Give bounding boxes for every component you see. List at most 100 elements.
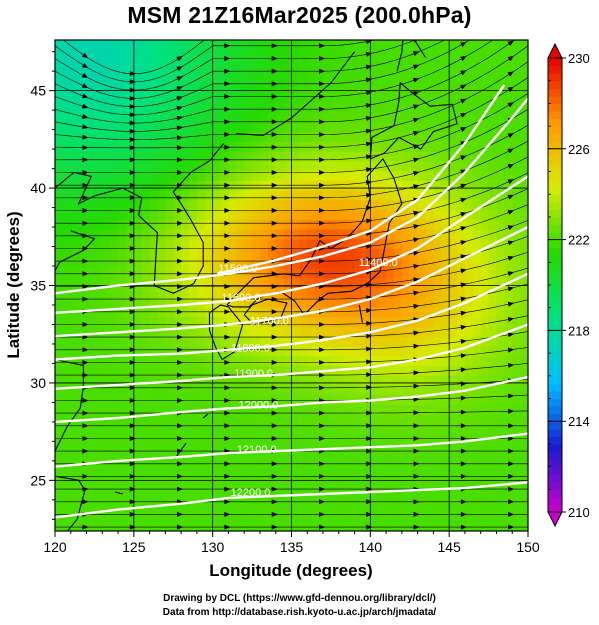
heat-cell [401,521,411,531]
heat-cell [512,180,521,191]
heat-cell [236,248,245,259]
heat-cell [55,443,64,454]
heat-cell [496,63,505,74]
heat-cell [449,492,458,503]
heat-cell [149,472,159,483]
heat-cell [196,238,206,250]
heat-cell [496,258,505,269]
heat-cell [299,190,308,201]
heat-cell [330,472,340,483]
streamline-arrow [82,423,89,429]
heat-cell [323,345,332,357]
heat-cell [417,462,427,474]
heat-cell [449,414,458,425]
heat-cell [315,160,324,172]
heat-cell [189,443,198,454]
heat-cell [378,199,387,211]
heat-cell [204,501,214,513]
heat-cell [457,112,466,123]
heat-cell [457,199,466,211]
heat-cell [78,209,88,220]
heat-cell [496,306,505,318]
heat-cell [425,482,434,493]
heat-cell [417,511,427,522]
heat-cell [393,82,403,94]
heat-cell [173,277,182,289]
heat-cell [141,365,151,376]
heat-cell [370,141,379,152]
heat-cell [441,43,450,55]
heat-cell [504,63,513,74]
heat-cell [393,229,403,240]
heat-cell [118,472,127,483]
heat-cell [181,336,190,347]
heat-cell [244,453,253,464]
heat-cell [323,453,332,464]
streamline-arrow [365,154,373,160]
heat-cell [346,414,356,425]
heat-cell [299,511,308,522]
heat-cell [110,355,119,366]
heat-cell [472,151,482,162]
streamline-arrow [319,372,325,378]
heat-cell [354,462,364,474]
heat-cell [118,404,127,415]
heat-cell [252,219,261,230]
heat-cell [378,121,387,133]
heat-cell [488,492,498,503]
heat-cell [378,326,387,337]
heat-cell [118,482,127,493]
heat-cell [457,345,466,357]
heat-cell [441,63,450,74]
streamline-arrow [319,524,325,530]
heat-cell [512,219,521,230]
heat-cell [102,355,111,366]
heat-cell [386,258,395,269]
streamline-arrow [460,473,467,479]
heat-cell [496,404,505,415]
heat-cell [401,462,411,474]
heat-cell [110,40,119,45]
heat-cell [165,375,174,386]
heat-cell [386,306,395,318]
heat-cell [504,180,513,191]
coastline [369,81,458,160]
heat-cell [441,92,450,103]
heat-cell [354,472,364,483]
colorbar-tick-label: 226 [568,142,590,157]
heat-cell [425,306,434,318]
heat-cell [441,404,450,415]
heat-cell [252,414,261,425]
heat-cell [165,365,174,376]
heat-cell [173,414,182,425]
heat-cell [173,248,182,259]
heat-cell [464,521,474,531]
heat-cell [417,501,427,513]
streamline-arrow [271,309,278,315]
heat-cell [228,160,237,172]
heat-cell [299,365,308,376]
heat-cell [488,63,498,74]
colorbar-segment [548,186,562,195]
heat-cell [370,40,379,45]
heat-cell [86,336,96,347]
heat-cell [189,277,198,289]
heat-cell [228,316,237,328]
heat-cell [236,131,245,142]
heat-cell [307,414,316,425]
heat-cell [346,316,356,328]
heat-cell [386,472,395,483]
heat-cell [323,102,332,113]
heat-cell [118,521,127,531]
heat-cell [118,394,127,405]
heat-cell [315,404,324,415]
heat-cell [236,199,245,211]
streamline-arrow [413,461,420,467]
heat-cell [55,199,64,211]
heat-cell [252,277,261,289]
contour-label: 11400.0 [359,257,398,269]
heat-cell [181,414,190,425]
heat-cell [110,365,119,376]
streamline-arrow [129,182,136,188]
heat-cell [196,248,206,259]
